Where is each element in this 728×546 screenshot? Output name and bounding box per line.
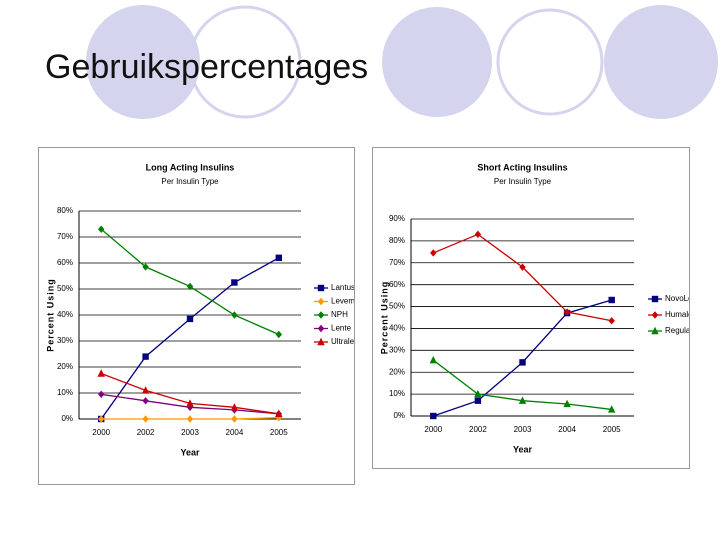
data-point bbox=[608, 405, 616, 413]
x-tick-label: 2003 bbox=[181, 428, 199, 437]
data-point bbox=[98, 415, 105, 423]
data-point bbox=[186, 415, 194, 423]
y-tick-label: 70% bbox=[389, 258, 405, 267]
data-point bbox=[474, 397, 482, 404]
chart: Long Acting Insulins Per Insulin Type 0% 10… bbox=[38, 147, 355, 485]
decoration bbox=[86, 5, 718, 119]
chart-subtitle: Per Insulin Type bbox=[161, 177, 219, 186]
slide-title: Gebruikspercentages bbox=[45, 48, 369, 86]
data-point bbox=[231, 415, 238, 423]
data-point bbox=[141, 386, 150, 394]
x-tick-label: 2000 bbox=[92, 428, 110, 437]
y-tick-label: 60% bbox=[57, 258, 73, 267]
data-point bbox=[142, 263, 149, 271]
legend-label: Ultralente bbox=[331, 337, 355, 346]
data-point bbox=[563, 399, 571, 408]
data-point bbox=[142, 397, 149, 405]
y-tick-label: 40% bbox=[57, 310, 73, 319]
chart-subtitle: Per Insulin Type bbox=[494, 177, 552, 186]
data-point bbox=[474, 230, 482, 239]
chart-title: Long Acting Insulins bbox=[146, 162, 235, 172]
data-point bbox=[474, 389, 482, 398]
x-tick-label: 2003 bbox=[514, 425, 532, 434]
x-tick-label: 2004 bbox=[226, 428, 244, 437]
legend-marker bbox=[317, 284, 325, 292]
deco-circle bbox=[496, 8, 604, 116]
legend-marker bbox=[317, 337, 325, 346]
data-point bbox=[429, 355, 437, 364]
y-tick-label: 30% bbox=[57, 336, 73, 345]
data-point bbox=[97, 369, 105, 377]
y-tick-label: 80% bbox=[389, 236, 405, 245]
data-point bbox=[275, 330, 282, 339]
legend-label: Lantus bbox=[331, 283, 355, 292]
x-axis-label: Year bbox=[180, 447, 200, 457]
x-tick-label: 2002 bbox=[469, 425, 487, 434]
y-tick-label: 10% bbox=[389, 389, 405, 398]
legend-label: Lente bbox=[331, 324, 352, 333]
y-axis-label: Percent Using bbox=[379, 281, 389, 355]
x-tick-label: 2004 bbox=[558, 425, 576, 434]
y-tick-label: 70% bbox=[57, 232, 73, 241]
data-point bbox=[231, 311, 238, 319]
deco-circle bbox=[86, 5, 200, 119]
data-point bbox=[98, 225, 105, 233]
y-tick-label: 50% bbox=[389, 302, 405, 311]
legend-label: Levemir bbox=[331, 297, 355, 306]
data-point bbox=[186, 282, 194, 291]
data-point bbox=[142, 415, 149, 423]
y-tick-label: 30% bbox=[389, 345, 405, 354]
data-point bbox=[519, 263, 526, 271]
legend-marker bbox=[651, 295, 659, 303]
data-point bbox=[519, 359, 526, 366]
legend-label: Regular bbox=[665, 326, 690, 335]
legend-marker bbox=[317, 324, 325, 333]
y-tick-label: 10% bbox=[57, 388, 73, 397]
y-tick-label: 0% bbox=[61, 414, 73, 423]
data-point bbox=[275, 409, 283, 417]
legend-marker bbox=[317, 297, 325, 306]
x-axis-label: Year bbox=[513, 444, 533, 454]
deco-circle bbox=[604, 5, 718, 119]
data-point bbox=[231, 279, 238, 286]
legend-marker bbox=[651, 311, 659, 319]
x-tick-label: 2002 bbox=[137, 428, 155, 437]
legend-label: Humalog bbox=[665, 310, 690, 319]
data-point bbox=[608, 317, 615, 325]
x-tick-label: 2005 bbox=[270, 428, 288, 437]
data-point bbox=[608, 296, 615, 304]
y-tick-label: 0% bbox=[393, 411, 405, 420]
deco-circle bbox=[188, 5, 302, 119]
data-line bbox=[100, 257, 280, 420]
data-point bbox=[518, 396, 527, 404]
y-tick-label: 40% bbox=[389, 324, 405, 333]
y-axis-label: Percent Using bbox=[45, 278, 55, 352]
y-tick-label: 90% bbox=[389, 214, 405, 223]
x-tick-label: 2005 bbox=[603, 425, 621, 434]
data-point bbox=[98, 390, 105, 398]
data-point bbox=[186, 399, 194, 407]
data-point bbox=[186, 315, 194, 323]
x-tick-label: 2000 bbox=[424, 425, 442, 434]
data-point bbox=[275, 254, 282, 261]
y-tick-label: 50% bbox=[57, 284, 73, 293]
chart: Short Acting Insulins Per Insulin Type 0% 1… bbox=[372, 147, 690, 469]
legend-marker bbox=[317, 311, 325, 319]
data-point bbox=[230, 403, 239, 411]
deco-circle bbox=[382, 7, 492, 117]
legend-marker bbox=[651, 326, 659, 335]
y-tick-label: 60% bbox=[389, 280, 405, 289]
data-point bbox=[430, 412, 437, 420]
y-tick-label: 80% bbox=[57, 206, 73, 215]
legend-label: NPH bbox=[331, 310, 348, 319]
y-tick-label: 20% bbox=[389, 367, 405, 376]
data-point bbox=[430, 249, 437, 257]
chart-title: Short Acting Insulins bbox=[477, 162, 567, 172]
data-point bbox=[142, 353, 149, 360]
y-tick-label: 20% bbox=[57, 362, 73, 371]
legend-label: NovoLog bbox=[665, 294, 690, 303]
